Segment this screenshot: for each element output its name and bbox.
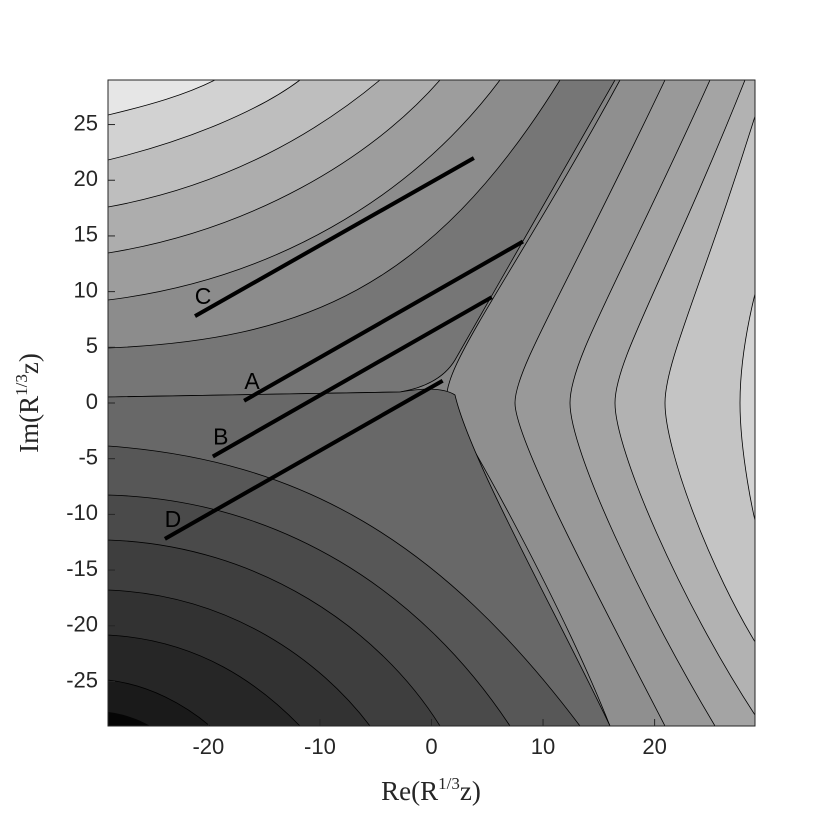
line-segment (243, 239, 524, 403)
contour-field (108, 80, 755, 726)
line-segment (194, 156, 475, 318)
x-tick-label: -20 (192, 734, 224, 759)
line-segment (163, 378, 444, 541)
y-tick-label: -20 (66, 612, 98, 637)
y-tick-label: 25 (74, 110, 98, 135)
line-label: A (244, 368, 260, 394)
y-tick-label: 5 (86, 333, 98, 358)
y-tick-label: 10 (74, 277, 98, 302)
y-tick-label: 15 (74, 222, 98, 247)
x-tick-label: 0 (425, 734, 437, 759)
y-tick-label: -15 (66, 556, 98, 581)
y-tick-label: 0 (86, 389, 98, 414)
y-tick-label: -5 (78, 445, 98, 470)
line-label: B (213, 423, 228, 449)
x-tick-label: 10 (531, 734, 555, 759)
y-tick-label: 20 (74, 166, 98, 191)
contour-band (739, 291, 755, 522)
y-tick-label: -10 (66, 500, 98, 525)
line-label: C (195, 283, 212, 309)
line-segment (211, 295, 493, 459)
y-tick-label: -25 (66, 667, 98, 692)
y-axis-label: Im(R1/3z) (12, 353, 44, 453)
line-label: D (165, 506, 182, 532)
x-axis-label: Re(R1/3z) (381, 774, 481, 806)
x-tick-label: 20 (642, 734, 666, 759)
contour-band (664, 114, 755, 643)
x-tick-label: -10 (304, 734, 336, 759)
contour-band (108, 712, 150, 726)
